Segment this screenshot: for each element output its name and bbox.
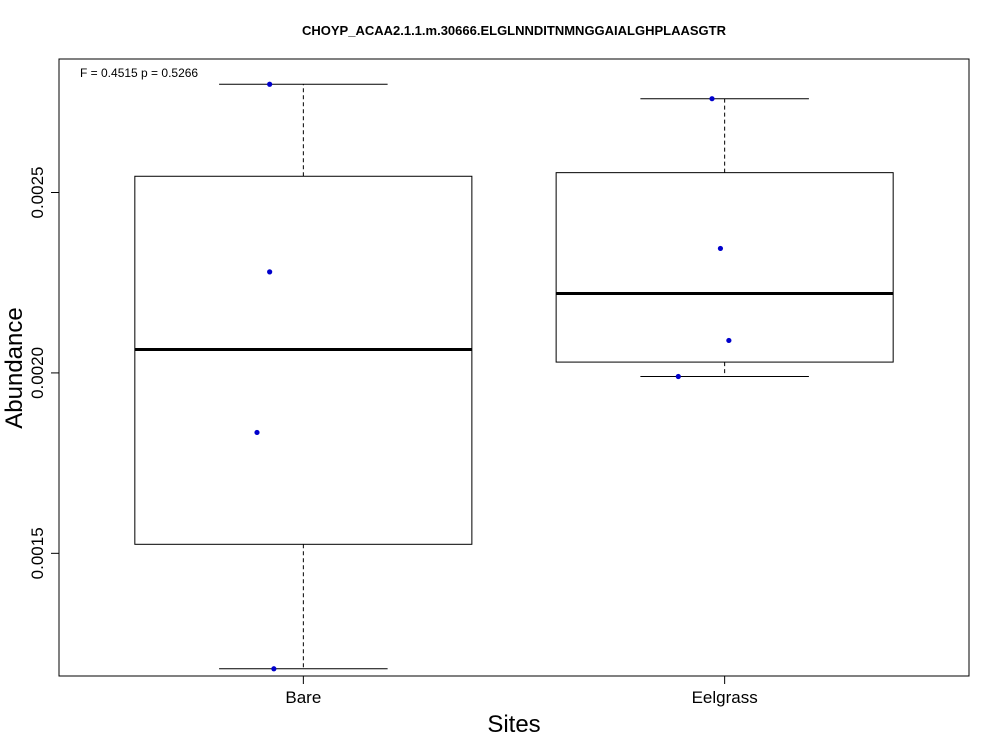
box-bare <box>134 83 473 670</box>
boxes-layer <box>134 83 894 670</box>
x-axis-label: Sites <box>487 711 540 738</box>
data-point <box>726 337 732 344</box>
y-tick-label: 0.0015 <box>28 527 47 579</box>
y-axis: 0.0015 0.0020 0.0025 <box>28 167 59 579</box>
data-point <box>675 373 681 380</box>
iqr-box <box>555 172 894 363</box>
y-tick-label: 0.0020 <box>28 347 47 399</box>
points-layer <box>254 81 732 672</box>
box-eelgrass <box>555 98 894 378</box>
plot-frame <box>58 58 970 677</box>
x-tick-label: Bare <box>285 688 321 707</box>
stats-annotation: F = 0.4515 p = 0.5266 <box>80 66 198 80</box>
data-point <box>271 666 277 672</box>
chart-title: CHOYP_ACAA2.1.1.m.30666.ELGLNNDITNMNGGAI… <box>302 23 727 38</box>
data-point <box>254 429 260 436</box>
data-point <box>709 96 715 102</box>
data-point <box>267 269 273 275</box>
y-tick-label: 0.0025 <box>28 167 47 219</box>
data-point <box>717 245 724 252</box>
x-axis: Bare Eelgrass <box>285 676 758 707</box>
y-axis-label: Abundance <box>1 307 28 428</box>
x-tick-label: Eelgrass <box>692 688 758 707</box>
data-point <box>267 81 273 87</box>
iqr-box <box>134 175 473 545</box>
